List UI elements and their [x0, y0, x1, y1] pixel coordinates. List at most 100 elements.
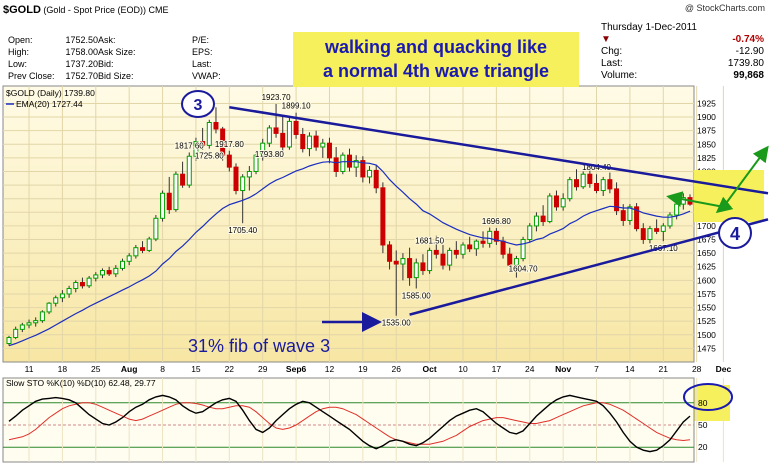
date-tick-label: 11: [25, 364, 34, 374]
candle-down: [440, 253, 446, 266]
quote-l1: Low:: [8, 59, 28, 69]
quote-v2: [152, 58, 192, 70]
candle-up: [647, 228, 653, 241]
ema20-line: [8, 161, 691, 347]
chart-title: $GOLD (Gold - Spot Price (EOD)) CME: [3, 4, 168, 16]
price-tick-label: 1875: [697, 126, 716, 136]
candle-down: [233, 166, 239, 192]
quote-l2: Bid Size:: [98, 71, 134, 81]
candle-up: [447, 249, 453, 266]
candle-up: [126, 255, 132, 262]
green-arrow-left: [666, 191, 724, 208]
candle-up: [320, 142, 326, 148]
candle-up: [133, 247, 139, 257]
candle-up: [146, 238, 152, 251]
date-tick-label: 24: [525, 364, 535, 374]
date-tick-label: 21: [659, 364, 669, 374]
volume-label: Volume:: [601, 70, 638, 81]
candle-up: [674, 203, 680, 216]
chg-label: Chg:: [601, 46, 623, 57]
quote-row: Prev Close: 1752.70 Bid Size: VWAP:: [8, 70, 272, 82]
candle-up: [66, 288, 72, 295]
candle-up: [266, 127, 272, 144]
wave-4-label: 4: [730, 224, 740, 244]
price-data-label: 1899.10: [282, 102, 311, 111]
ema-legend: EMA(20) 1727.44: [16, 99, 83, 109]
quote-l1: Prev Close:: [8, 71, 55, 81]
change-percent: -0.74%: [732, 34, 764, 45]
quote-v3: [232, 58, 272, 70]
candle-down: [493, 230, 499, 242]
quote-l3: Last:: [192, 59, 212, 69]
date-tick-label: 18: [58, 364, 68, 374]
wave-3-circle: [181, 90, 215, 118]
date-tick-label: 19: [358, 364, 368, 374]
candle-up: [400, 258, 406, 265]
candle-down: [200, 141, 206, 146]
fib-annotation: 31% fib of wave 3: [188, 336, 330, 356]
date-tick-label: 28: [692, 364, 702, 374]
date-tick-label: Nov: [555, 364, 571, 374]
candle-up: [93, 274, 99, 279]
price-tick-label: 1925: [697, 98, 716, 108]
chg-value: -12.90: [735, 46, 764, 57]
candle-up: [660, 225, 666, 232]
price-tick-label: 1650: [697, 248, 716, 258]
price-data-label: 1793.80: [255, 150, 284, 159]
quote-l2: Bid:: [98, 59, 114, 69]
date-tick-label: 25: [91, 364, 101, 374]
date-tick-label: 15: [191, 364, 201, 374]
date-tick-label: 17: [492, 364, 502, 374]
candle-up: [73, 282, 79, 290]
candle-down: [380, 187, 386, 246]
candle-down: [300, 133, 306, 150]
candle-up: [286, 120, 292, 148]
quote-table: Open: 1752.50 Ask: P/E: High: 1758.00 Ask Size…: [8, 34, 272, 82]
candle-up: [513, 258, 519, 266]
quote-summary: Thursday 1-Dec-2011 ▼ -0.74% Chg: -12.90 L…: [601, 22, 764, 82]
candle-down: [333, 157, 339, 172]
price-data-label: 1681.50: [415, 237, 444, 246]
sto-tick-label: 80: [698, 398, 708, 408]
highlight-box-price: [694, 170, 764, 222]
candle-up: [667, 214, 673, 227]
price-tick-label: 1700: [697, 221, 716, 231]
price-data-label: 1667.10: [649, 244, 678, 253]
quote-v1: 1737.20: [65, 59, 98, 69]
candle-up: [53, 297, 59, 304]
candle-down: [360, 160, 366, 178]
candle-up: [580, 173, 586, 188]
date-tick-label: Oct: [423, 364, 437, 374]
candle-down: [79, 282, 85, 287]
candle-up: [246, 170, 252, 178]
volume-value: 99,868: [733, 70, 764, 81]
candle-down: [106, 270, 112, 275]
candle-up: [153, 217, 159, 240]
candle-up: [460, 244, 466, 255]
quote-v3: [232, 46, 272, 58]
candle-up: [59, 293, 65, 299]
candle-up: [547, 195, 553, 223]
sto-tick-label: 50: [698, 420, 708, 430]
candle-up: [160, 192, 166, 219]
price-data-label: 1725.80: [195, 152, 224, 161]
price-data-label: 1705.40: [228, 226, 257, 235]
candle-up: [413, 262, 419, 279]
candle-up: [560, 198, 566, 208]
candle-down: [634, 206, 640, 230]
price-data-label: 1917.80: [215, 140, 244, 149]
candle-up: [353, 160, 359, 168]
sto-percent-k-line: [8, 394, 691, 453]
candle-down: [594, 182, 600, 192]
date-tick-label: 22: [225, 364, 235, 374]
quote-date: Thursday 1-Dec-2011: [601, 22, 697, 33]
candle-down: [393, 260, 399, 265]
candle-down: [507, 253, 513, 266]
candle-down: [620, 210, 626, 221]
candle-up: [119, 260, 126, 269]
price-data-label: 1817.60: [175, 141, 204, 150]
candle-up: [340, 154, 346, 172]
candle-up: [627, 206, 633, 221]
